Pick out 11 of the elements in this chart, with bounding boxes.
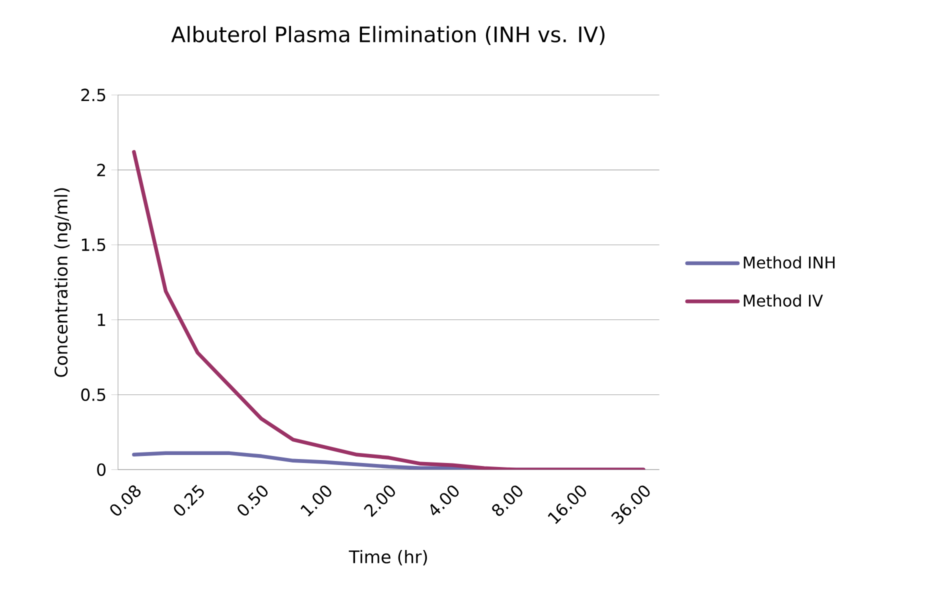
y-tick-label: 2: [97, 164, 105, 176]
y-tick-label: 1.5: [82, 238, 106, 252]
chart-title: Albuterol Plasma Elimination (INH vs. IV): [171, 26, 604, 45]
x-axis-title: Time (hr): [348, 550, 427, 566]
y-tick-label: 1: [98, 314, 106, 326]
y-axis-title: Concentration (ng/ml): [54, 188, 71, 377]
y-tick-label: 0: [97, 463, 106, 476]
y-tick-label: 0.5: [81, 388, 106, 402]
legend-label: Method IV: [744, 294, 823, 307]
y-tick-label: 2.5: [81, 88, 106, 102]
legend-label: Method INH: [744, 256, 835, 269]
